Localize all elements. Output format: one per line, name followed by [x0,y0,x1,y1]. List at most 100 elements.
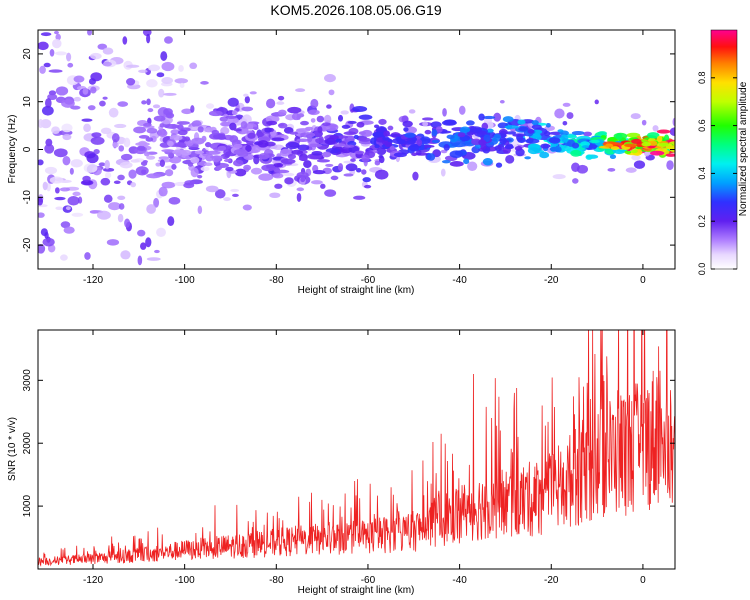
spectrogram-cell [102,47,114,55]
spectrogram-cell [42,181,48,191]
spectrogram-cell [382,136,390,141]
spectrogram-cell [143,122,152,127]
spectrogram-cell [505,155,515,164]
spectrogram-cell [324,73,336,83]
spectrogram-cell [589,139,600,144]
spectrogram-cell [70,159,83,168]
spectrogram-cell [90,136,105,145]
spectrogram-cell [343,144,355,148]
spectrogram-cell [312,169,326,175]
spectrogram-cell [82,175,91,182]
spectrogram-cell [200,166,210,172]
spectrogram-cell [233,143,243,149]
spectrogram-cell [142,30,152,37]
spectrogram-cell [40,32,52,37]
spectrogram-cell [197,205,203,215]
spectrogram-cell [147,108,154,113]
spectrogram-cell [98,162,106,167]
spectrogram-cell [205,150,221,155]
spectrogram-cell [289,131,299,135]
spectrogram-cell [374,160,381,166]
spectrogram-cell [111,133,120,143]
spectrogram-cell [478,113,485,121]
spectrogram-cell [154,249,160,254]
spectrogram-y-tick-label: 0 [22,146,33,152]
spectrogram-cell [118,145,125,152]
snr-y-tick: 3000 [22,369,675,391]
spectrogram-cell [168,197,181,205]
spectrogram-y-tick: 0 [22,146,675,152]
spectrogram-cell [336,138,342,143]
spectrogram-cell [167,140,174,147]
spectrogram-cell [431,139,440,144]
spectrogram-cell [554,108,565,119]
colorbar-tick-label: 0.8 [697,72,707,85]
spectrogram-cell [322,151,332,158]
spectrogram-cell [333,143,346,148]
spectrogram-cell [161,77,174,85]
spectrogram-cell [175,152,182,157]
spectrogram-y-ticks: -20 -10 0 10 20 [22,48,675,252]
spectrogram-cell [102,167,115,172]
spectrogram-cell [42,237,55,247]
spectrogram-cell [201,135,207,142]
spectrogram-cell [217,145,227,151]
spectrogram-cell [232,159,244,167]
colorbar-ticks: 0.0 0.2 0.4 0.6 0.8 [697,72,737,275]
spectrogram-cell [641,142,652,147]
spectrogram-cell [130,182,137,188]
spectrogram-cell [431,129,438,137]
spectrogram-cell [291,149,304,155]
spectrogram-cell [318,136,324,143]
colorbar-tick: 0.2 [697,215,737,227]
spectrogram-cell [543,130,551,137]
spectrogram-cell [117,195,126,200]
spectrogram-cell [252,126,259,130]
spectrogram-cell [45,98,52,108]
spectrogram-cell [100,127,112,135]
spectrogram-cell [89,210,99,214]
spectrogram-cell [234,168,247,177]
spectrogram-cell [93,148,100,155]
spectrogram-cell [159,159,166,167]
spectrogram-cell [355,167,362,173]
spectrogram-cell [325,163,334,167]
spectrogram-cell [128,169,137,179]
spectrogram-cell [83,123,91,133]
spectrogram-cell [531,120,539,126]
spectrogram-cell [204,142,212,148]
spectrogram-cell [656,135,663,143]
spectrogram-cell [55,51,67,56]
spectrogram-cell [299,110,305,115]
spectrogram-cell [502,116,514,123]
spectrogram-cell [146,98,151,106]
spectrogram-cell [615,133,623,140]
spectrogram-cell [435,126,443,133]
spectrogram-cell [493,133,502,142]
spectrogram-cell [581,145,590,149]
spectrogram-cell [486,128,494,133]
spectrogram-cell [451,142,467,148]
spectrogram-cell [412,171,419,181]
spectrogram-cell [532,133,542,141]
spectrogram-cell [446,134,455,140]
spectrogram-cell [374,169,389,180]
spectrogram-cell [43,62,51,68]
spectrogram-cell [277,95,285,101]
spectrogram-cell [570,149,582,157]
spectrogram-y-tick: 10 [22,96,675,108]
spectrogram-cell [135,142,150,147]
spectrogram-cell [459,126,471,133]
spectrogram-cell [230,188,240,192]
spectrogram-cell [343,173,354,177]
spectrogram-cell [656,129,671,134]
spectrogram-cell [421,117,434,121]
spectrogram-y-tick: -10 [22,190,675,205]
spectrogram-y-tick-label: 10 [22,96,33,108]
spectrogram-cell [442,107,447,117]
snr-series-line [38,330,675,567]
spectrogram-cell [225,115,238,119]
spectrogram-cell [449,150,464,159]
spectrogram-cell [354,150,365,155]
spectrogram-cell [402,120,413,128]
